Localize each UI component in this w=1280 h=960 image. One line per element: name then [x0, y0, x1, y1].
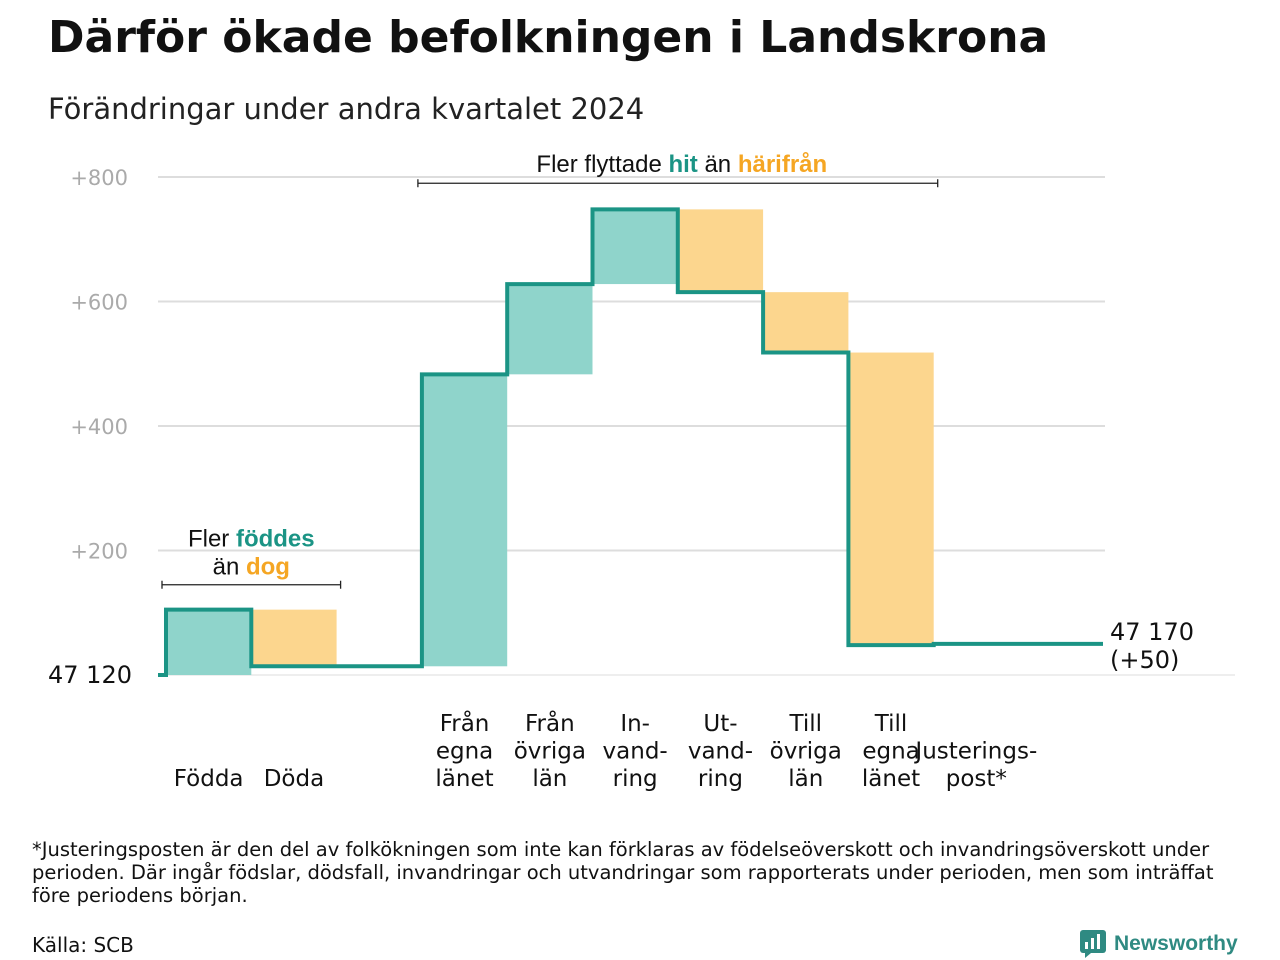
y-tick-label: +200 [70, 540, 128, 564]
category-label: Döda [264, 766, 324, 792]
line-layer [158, 207, 1103, 677]
births-annotation-line2: än dog [213, 554, 290, 581]
chart-title: Därför ökade befolkningen i Landskrona [48, 12, 1049, 63]
category-label: vand- [603, 739, 668, 765]
category-label: ring [698, 766, 743, 792]
category-label: länet [862, 766, 920, 792]
annotation-text: än [213, 554, 246, 581]
end-value-label: 47 170 [1110, 618, 1194, 646]
y-tick-label: +600 [70, 291, 128, 315]
bar-chart-logo-icon [1080, 930, 1106, 958]
category-label: ring [613, 766, 658, 792]
category-label: Ut- [703, 711, 737, 737]
category-label: länet [435, 766, 493, 792]
category-label: egna [436, 739, 493, 765]
category-label: egna [862, 739, 919, 765]
annotation-text: än [704, 151, 737, 178]
source-label: Källa: SCB [32, 933, 134, 957]
waterfall-bar [592, 209, 678, 285]
grid-layer: +800 +600 +400 +200 [70, 166, 1235, 676]
y-tick-label: +800 [70, 166, 128, 190]
brand-name: Newsworthy [1114, 932, 1238, 955]
y-tick-label: +400 [70, 415, 128, 439]
category-label: Från [525, 709, 575, 737]
annotation-text: Fler [188, 526, 236, 553]
waterfall-bar [677, 209, 764, 293]
category-label: In- [620, 711, 650, 737]
bar-layer [166, 209, 934, 675]
category-label: övriga [770, 739, 842, 765]
start-value-label: 47 120 [48, 661, 132, 689]
footnote: *Justeringsposten är den del av folkökni… [32, 838, 1214, 907]
waterfall-bar [421, 374, 508, 667]
annotation-text: Fler flyttade [536, 151, 668, 178]
annotation-highlight-died: dog [246, 554, 290, 581]
category-label: post* [946, 766, 1007, 792]
category-label: Från [440, 709, 490, 737]
annotation-highlight-in: hit [668, 151, 704, 178]
category-label: övriga [514, 739, 586, 765]
population-line [158, 207, 1103, 677]
waterfall-bar [166, 609, 252, 675]
category-label: Till [788, 711, 822, 737]
brand-logo: Newsworthy [1080, 928, 1238, 960]
waterfall-bar [507, 284, 593, 375]
annotation-highlight-out: härifrån [738, 151, 827, 178]
category-label: Justerings- [913, 739, 1037, 765]
chart-subtitle: Förändringar under andra kvartalet 2024 [48, 92, 645, 126]
category-label: län [788, 766, 823, 792]
label-layer: Födda DödaFrånegnalänetFrånövrigalänIn-va… [48, 618, 1194, 792]
category-label: vand- [688, 739, 753, 765]
births-annotation-line1: Fler föddes [188, 526, 315, 553]
waterfall-chart: +800+600+400+200 Födda DödaFrånegnalänetF… [48, 151, 1235, 792]
migration-annotation: Fler flyttade hit än härifrån [536, 151, 827, 178]
category-label: Till [874, 711, 908, 737]
waterfall-bar [763, 292, 849, 353]
end-change-label: (+50) [1110, 646, 1179, 674]
waterfall-bar [848, 352, 934, 646]
waterfall-bar [251, 609, 337, 667]
category-label: län [532, 766, 567, 792]
annotation-highlight-born: föddes [236, 526, 315, 553]
category-label: Födda [174, 766, 244, 792]
